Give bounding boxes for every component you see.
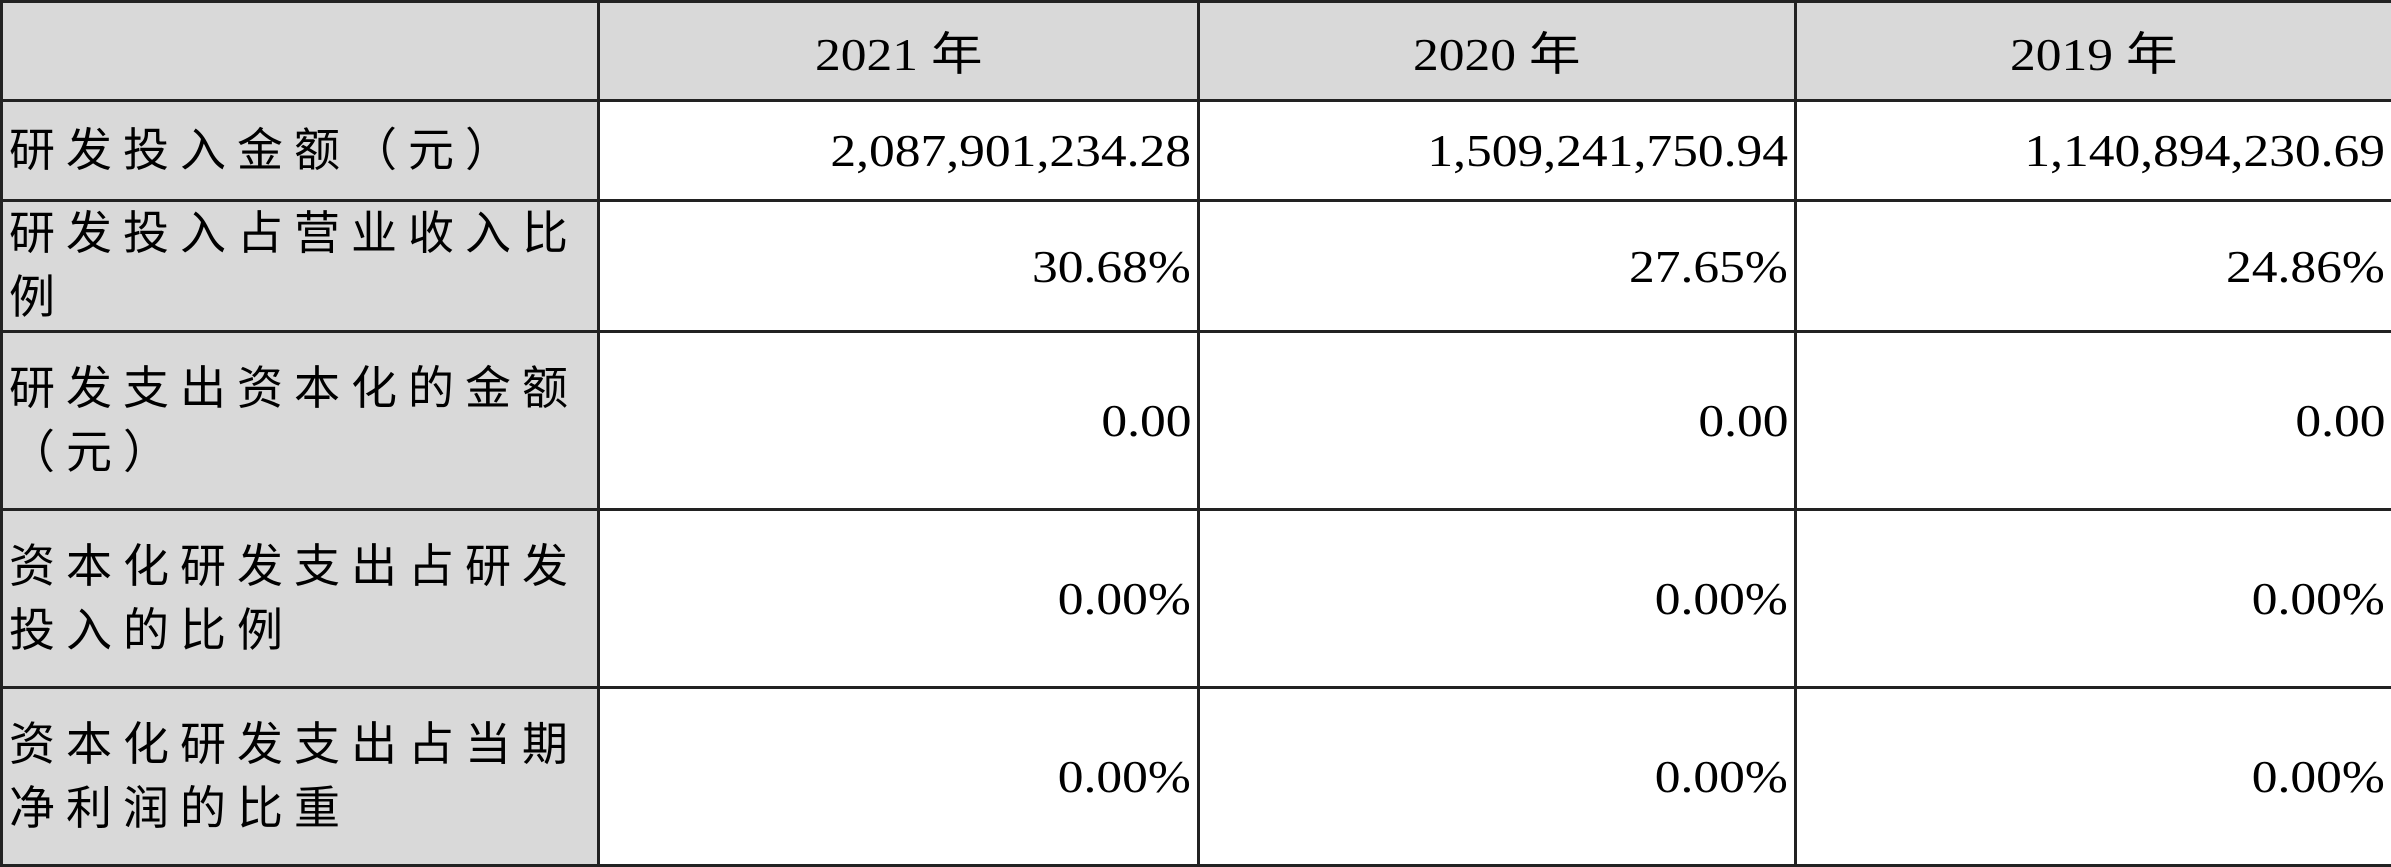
value-cell: 27.65% [1199,201,1796,332]
year-header-2021: 2021 年 [599,2,1199,101]
row-label: 资本化研发支出占研发投入的比例 [2,510,599,688]
value-cell: 30.68% [599,201,1199,332]
value-cell: 1,509,241,750.94 [1199,101,1796,201]
table-row: 研发投入占营业收入比例 30.68% 27.65% 24.86% [2,201,2391,332]
table-row: 资本化研发支出占研发投入的比例 0.00% 0.00% 0.00% [2,510,2391,688]
value-cell: 0.00% [599,688,1199,866]
year-header-2019: 2019 年 [1796,2,2391,101]
year-header-2020: 2020 年 [1199,2,1796,101]
value-cell: 0.00% [1796,510,2391,688]
row-label: 研发支出资本化的金额（元） [2,332,599,510]
value-cell: 24.86% [1796,201,2391,332]
header-row: 2021 年 2020 年 2019 年 [2,2,2391,101]
value-cell: 0.00% [1199,688,1796,866]
value-cell: 0.00 [1199,332,1796,510]
row-label: 研发投入占营业收入比例 [2,201,599,332]
value-cell: 0.00% [599,510,1199,688]
value-cell: 0.00% [1199,510,1796,688]
table-row: 研发投入金额（元） 2,087,901,234.28 1,509,241,750… [2,101,2391,201]
value-cell: 0.00 [1796,332,2391,510]
table-row: 研发支出资本化的金额（元） 0.00 0.00 0.00 [2,332,2391,510]
row-label: 资本化研发支出占当期净利润的比重 [2,688,599,866]
value-cell: 1,140,894,230.69 [1796,101,2391,201]
value-cell: 2,087,901,234.28 [599,101,1199,201]
value-cell: 0.00 [599,332,1199,510]
value-cell: 0.00% [1796,688,2391,866]
row-label: 研发投入金额（元） [2,101,599,201]
table-row: 资本化研发支出占当期净利润的比重 0.00% 0.00% 0.00% [2,688,2391,866]
corner-cell [2,2,599,101]
